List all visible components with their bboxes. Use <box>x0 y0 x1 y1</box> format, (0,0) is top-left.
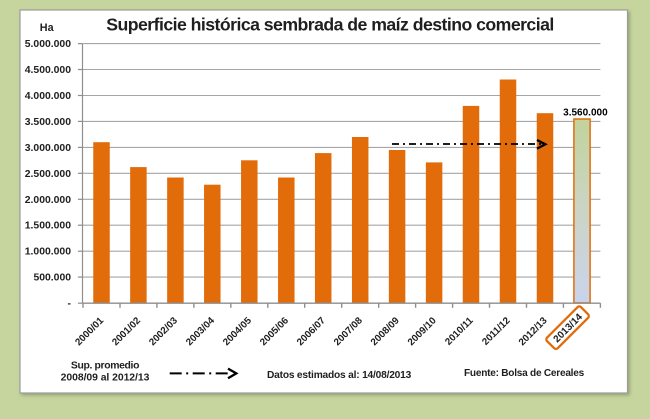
svg-text:2008/09 al 2012/13: 2008/09 al 2012/13 <box>61 373 150 384</box>
svg-text:3.560.000: 3.560.000 <box>563 108 608 119</box>
svg-text:Ha: Ha <box>40 22 55 34</box>
svg-text:-: - <box>68 299 72 310</box>
svg-text:4.000.000: 4.000.000 <box>25 91 71 102</box>
svg-text:1.000.000: 1.000.000 <box>25 247 71 258</box>
svg-text:3.000.000: 3.000.000 <box>25 143 71 154</box>
svg-text:Superficie histórica sembrada: Superficie histórica sembrada de maíz de… <box>106 15 554 35</box>
svg-text:4.500.000: 4.500.000 <box>25 65 71 76</box>
svg-text:5.000.000: 5.000.000 <box>25 39 71 50</box>
svg-text:Datos estimados al: 14/08/2013: Datos estimados al: 14/08/2013 <box>267 370 412 381</box>
svg-text:3.500.000: 3.500.000 <box>25 117 71 128</box>
svg-text:2.500.000: 2.500.000 <box>25 169 71 180</box>
svg-text:500.000: 500.000 <box>33 273 71 284</box>
svg-text:Sup. promedio: Sup. promedio <box>71 361 139 372</box>
svg-text:Fuente: Bolsa de Cereales: Fuente: Bolsa de Cereales <box>464 368 585 379</box>
svg-text:2.000.000: 2.000.000 <box>25 195 71 206</box>
svg-text:1.500.000: 1.500.000 <box>25 221 71 232</box>
